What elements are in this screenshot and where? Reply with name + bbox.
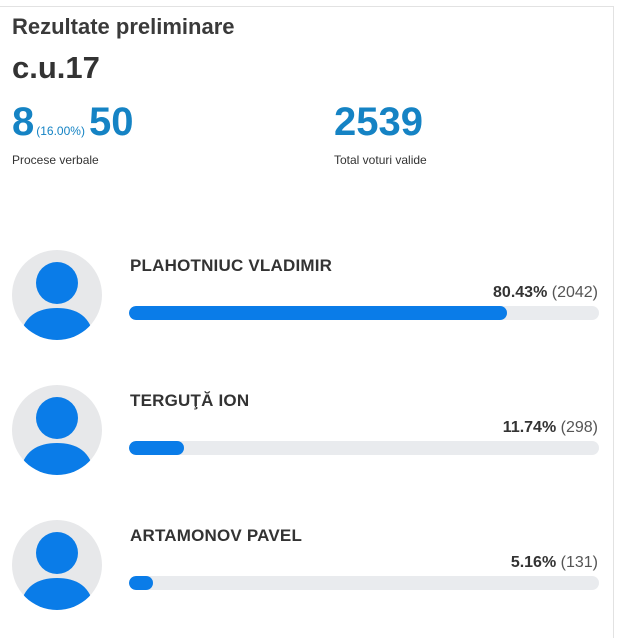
district-name: c.u.17 (12, 50, 100, 85)
candidate-result: 5.16% (131) (511, 554, 598, 572)
valid-votes-label: Total voturi valide (334, 153, 427, 167)
candidate-percent: 5.16% (510, 554, 557, 571)
candidate-result: 11.74% (298) (503, 419, 598, 437)
candidate-votes: (298) (560, 419, 598, 436)
valid-votes-value: 2539 (334, 100, 423, 144)
candidate-result: 80.43% (2042) (493, 284, 598, 302)
candidate-progress-bar (129, 576, 599, 590)
candidate-votes: (131) (560, 554, 598, 571)
candidate-row: TERGUŢĂ ION 11.74% (298) (0, 385, 614, 485)
protocols-label: Procese verbale (12, 153, 99, 167)
candidate-progress-fill (129, 306, 508, 320)
candidate-row: ARTAMONOV PAVEL 5.16% (131) (0, 520, 614, 620)
protocols-processed: 8 (12, 100, 35, 144)
candidate-votes: (2042) (551, 284, 598, 301)
candidate-name: TERGUŢĂ ION (130, 391, 250, 410)
candidate-name: ARTAMONOV PAVEL (130, 526, 303, 545)
protocols-stat: 8 (16.00%) 50 (12, 98, 133, 146)
page-title: Rezultate preliminare (12, 14, 235, 39)
candidate-row: PLAHOTNIUC VLADIMIR 80.43% (2042) (0, 250, 614, 350)
candidate-progress-fill (129, 576, 154, 590)
candidate-name: PLAHOTNIUC VLADIMIR (130, 256, 333, 275)
candidate-progress-fill (129, 441, 185, 455)
candidate-percent: 80.43% (493, 284, 548, 301)
protocols-percent: (16.00%) (36, 124, 85, 138)
results-panel (0, 6, 614, 638)
candidate-progress-bar (129, 441, 599, 455)
user-avatar-icon (12, 385, 102, 475)
valid-votes-stat: 2539 (334, 98, 423, 146)
candidate-percent: 11.74% (502, 419, 557, 436)
candidate-progress-bar (129, 306, 599, 320)
user-avatar-icon (12, 250, 102, 340)
protocols-total: 50 (88, 100, 134, 144)
user-avatar-icon (12, 520, 102, 610)
